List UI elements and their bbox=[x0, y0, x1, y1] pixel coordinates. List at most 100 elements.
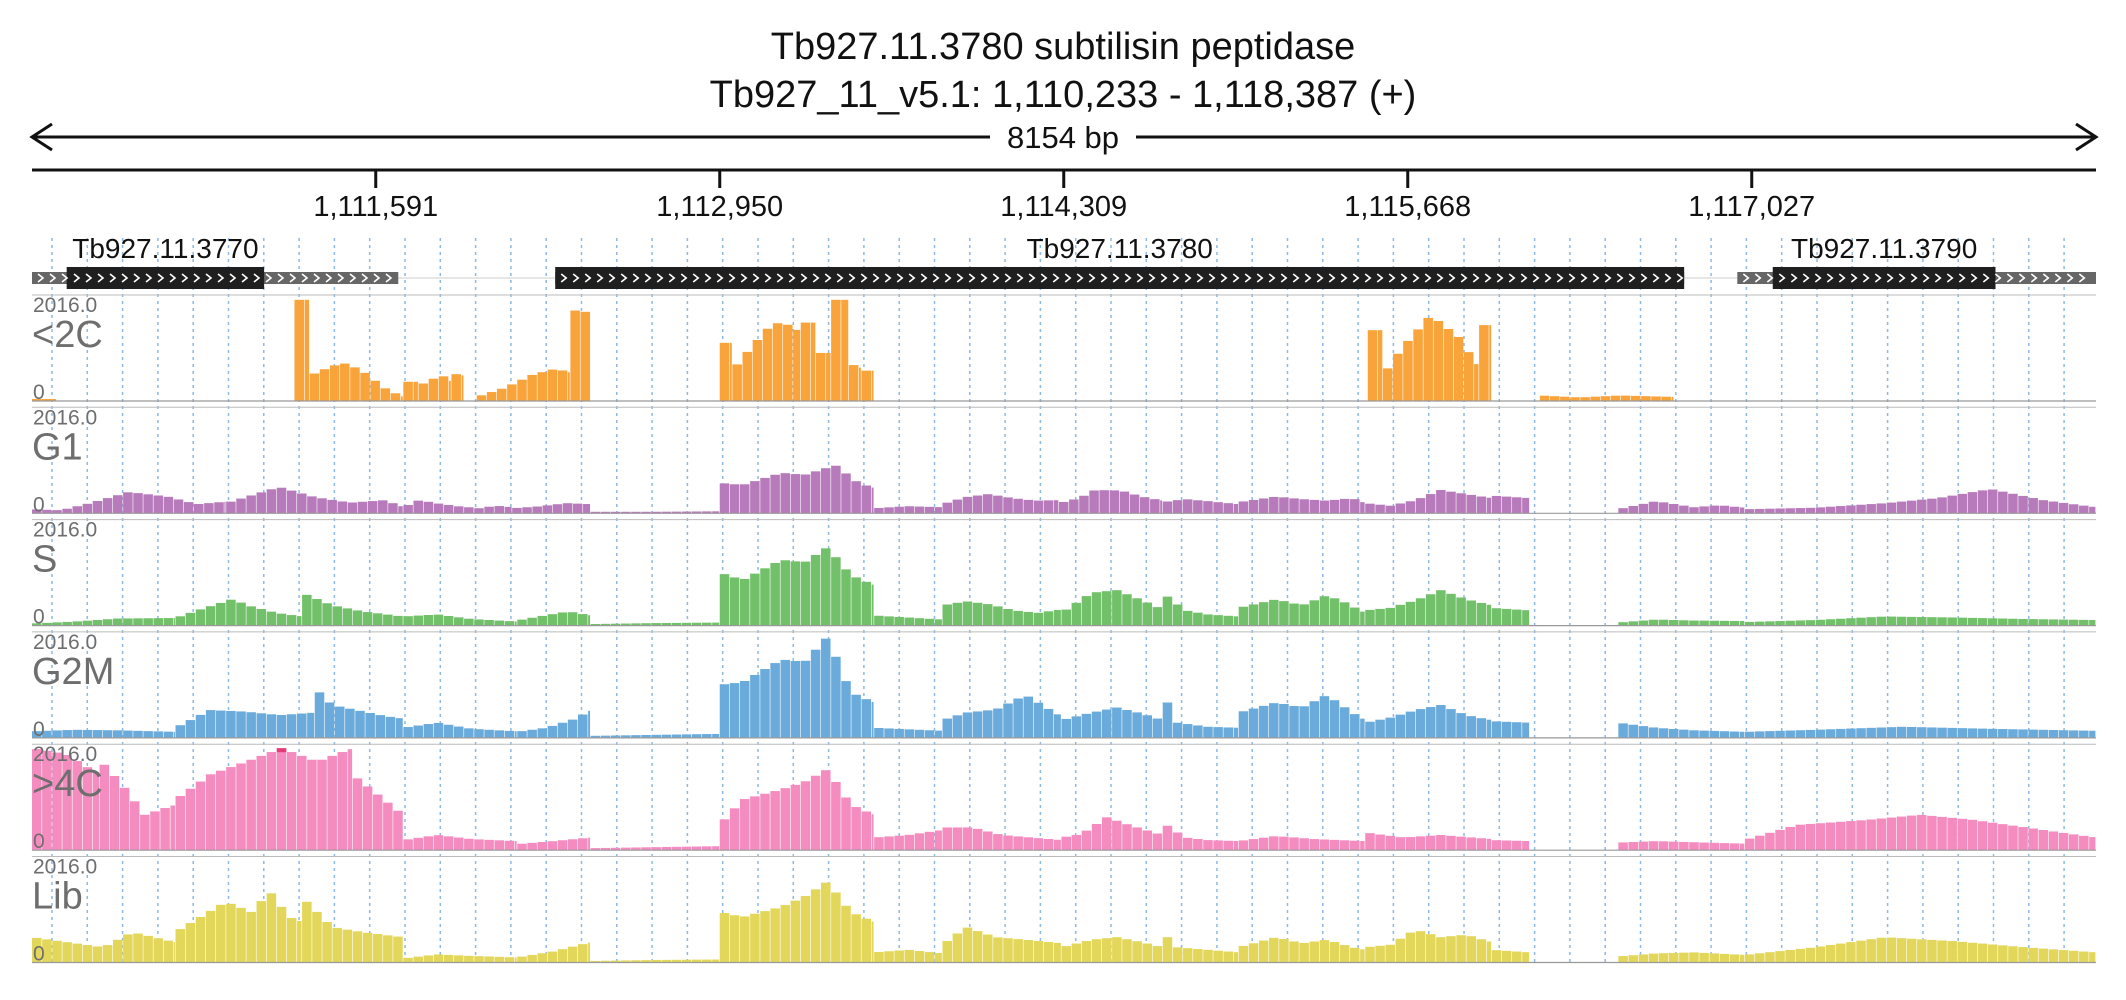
coverage-bar bbox=[702, 511, 712, 514]
coverage-bar bbox=[1775, 730, 1785, 738]
coverage-bar bbox=[924, 506, 935, 514]
coverage-bar bbox=[1385, 505, 1395, 514]
coverage-bar bbox=[1033, 500, 1044, 514]
coverage-bar bbox=[621, 511, 631, 514]
coverage-bar bbox=[307, 759, 317, 851]
coverage-bar bbox=[1866, 617, 1876, 626]
coverage-bar bbox=[1671, 396, 1674, 401]
coverage-bar bbox=[438, 376, 449, 401]
coverage-bar bbox=[2089, 730, 2096, 738]
coverage-bar bbox=[729, 915, 740, 963]
strand-chevron bbox=[1544, 273, 1552, 283]
strand-chevron bbox=[1616, 273, 1624, 283]
coverage-bar bbox=[464, 838, 474, 851]
coverage-bar bbox=[1033, 612, 1044, 626]
strand-chevron bbox=[2042, 273, 2050, 283]
coverage-bar bbox=[567, 839, 578, 851]
coverage-bar bbox=[185, 612, 196, 626]
coverage-bar bbox=[423, 724, 434, 738]
coverage-bar bbox=[1350, 607, 1360, 626]
coverage-bar bbox=[1501, 496, 1512, 514]
tick-label: 1,117,027 bbox=[1688, 191, 1815, 223]
coverage-bar bbox=[1405, 711, 1416, 738]
strand-chevron bbox=[860, 273, 868, 283]
coverage-bar bbox=[413, 725, 423, 738]
coverage-bar bbox=[403, 381, 413, 401]
coverage-bar bbox=[1395, 503, 1406, 514]
coverage-bar bbox=[848, 365, 859, 401]
coverage-bar bbox=[1967, 819, 1978, 851]
coverage-bar bbox=[712, 733, 720, 738]
coverage-bar bbox=[372, 794, 383, 851]
coverage-bar bbox=[934, 952, 942, 963]
strand-chevron bbox=[1112, 273, 1120, 283]
coverage-bar bbox=[32, 623, 42, 626]
strand-chevron bbox=[908, 273, 916, 283]
coverage-bar bbox=[52, 730, 62, 738]
coverage-bar bbox=[383, 935, 393, 963]
coverage-bar bbox=[2038, 500, 2049, 514]
coverage-bar bbox=[484, 620, 494, 626]
coverage-bar bbox=[1091, 711, 1102, 738]
track-ymax-label: 2016.0 bbox=[33, 856, 97, 879]
coverage-bar bbox=[375, 715, 386, 738]
coverage-bar bbox=[691, 959, 702, 963]
coverage-bar bbox=[1172, 604, 1183, 626]
strand-chevron bbox=[85, 273, 93, 283]
strand-chevron bbox=[848, 273, 856, 283]
coverage-bar bbox=[851, 914, 861, 963]
coverage-bar bbox=[1139, 497, 1150, 514]
coverage-bar bbox=[413, 381, 418, 401]
track-name: <2C bbox=[32, 314, 103, 356]
coverage-bar bbox=[1876, 503, 1887, 514]
strand-chevron bbox=[1886, 273, 1894, 283]
coverage-bar bbox=[1474, 364, 1479, 401]
coverage-bar bbox=[1795, 508, 1806, 514]
coverage-bar bbox=[362, 612, 373, 626]
coverage-bar bbox=[1937, 617, 1947, 626]
coverage-bar bbox=[651, 847, 661, 851]
strand-chevron bbox=[205, 273, 213, 283]
coverage-bar bbox=[102, 945, 113, 963]
coverage-bar bbox=[517, 619, 527, 626]
track-4: 2016.0 0 >4C bbox=[32, 743, 2096, 853]
strand-chevron bbox=[992, 273, 1000, 283]
coverage-bar bbox=[163, 496, 174, 514]
coverage-bar bbox=[1223, 503, 1233, 514]
coverage-bar bbox=[993, 708, 1003, 738]
strand-chevron bbox=[373, 273, 381, 283]
coverage-bar bbox=[1258, 602, 1269, 626]
coverage-bar bbox=[1699, 506, 1709, 514]
coverage-bar bbox=[547, 951, 558, 963]
track-5: 2016.0 0 Lib bbox=[32, 856, 2096, 966]
coverage-bar bbox=[1641, 396, 1651, 401]
strand-chevron bbox=[2078, 273, 2086, 283]
strand-chevron bbox=[944, 273, 952, 283]
strand-chevron bbox=[1400, 273, 1408, 283]
coverage-bar bbox=[2038, 948, 2049, 963]
coverage-bar bbox=[590, 624, 601, 626]
coverage-bar bbox=[1248, 839, 1259, 851]
coverage-bar bbox=[194, 504, 204, 514]
coverage-bar bbox=[129, 801, 140, 851]
coverage-bar bbox=[1142, 943, 1152, 963]
coverage-bar bbox=[1456, 597, 1466, 626]
coverage-bar bbox=[851, 807, 861, 851]
coverage-bar bbox=[1906, 938, 1917, 963]
coverage-bar bbox=[770, 663, 780, 738]
coverage-bar bbox=[719, 483, 730, 514]
strand-chevron bbox=[1532, 273, 1540, 283]
coverage-bar bbox=[982, 604, 993, 626]
coverage-bar bbox=[790, 784, 801, 851]
coverage-bar bbox=[590, 511, 601, 514]
coverage-bar bbox=[1744, 621, 1755, 626]
coverage-bar bbox=[1248, 604, 1259, 626]
coverage-bar bbox=[588, 942, 591, 963]
coverage-bar bbox=[851, 694, 861, 738]
coverage-bar bbox=[1162, 937, 1173, 963]
strand-chevron bbox=[1436, 273, 1444, 283]
coverage-bar bbox=[418, 383, 429, 401]
coverage-bar bbox=[962, 927, 973, 963]
coverage-bar bbox=[1150, 499, 1160, 514]
coverage-bar bbox=[580, 311, 591, 401]
